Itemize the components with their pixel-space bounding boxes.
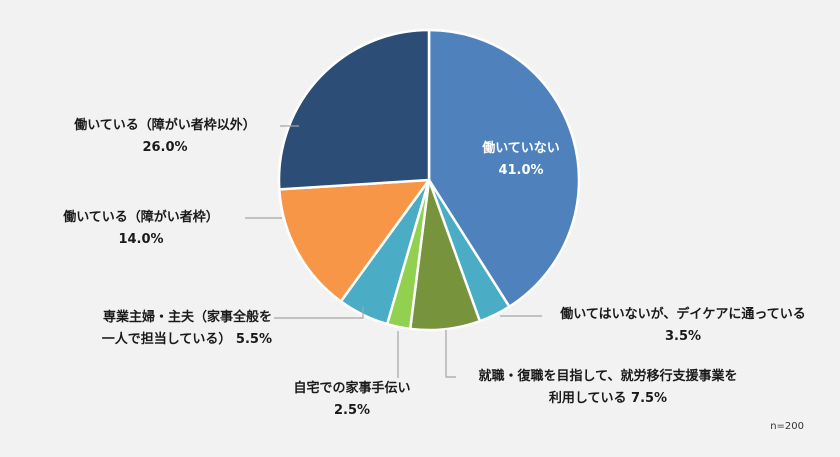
leader-line-s4 (274, 307, 364, 319)
data-label-value: 利用している 7.5% (548, 391, 668, 406)
data-label-value: 2.5% (333, 403, 371, 418)
data-label-value: 3.5% (664, 329, 702, 344)
sample-size-note: n=200 (770, 421, 804, 432)
data-label-text: 働いている（障がい者枠） (63, 210, 219, 225)
data-label-value: 14.0% (118, 232, 164, 247)
data-label-home-help: 自宅での家事手伝い 2.5% (272, 378, 432, 422)
data-label-working-general: 働いている（障がい者枠以外） 26.0% (52, 115, 278, 159)
data-label-homemaker: 専業主婦・主夫（家事全般を 一人で担当している） 5.5% (56, 307, 272, 351)
data-label-transition-support: 就職・復職を目指して、就労移行支援事業を 利用している 7.5% (448, 366, 768, 410)
pie-slice-5 (278, 178, 431, 303)
data-label-value: 26.0% (142, 140, 188, 155)
data-label-value: 41.0% (498, 163, 544, 178)
data-label-daycare: 働いてはいないが、デイケアに通っている 3.5% (538, 304, 828, 348)
data-label-text: 働いている（障がい者枠以外） (74, 118, 256, 133)
data-label-text: 自宅での家事手伝い (293, 381, 411, 396)
data-label-value: 一人で担当している） 5.5% (101, 332, 272, 347)
data-label-text: 専業主婦・主夫（家事全般を (102, 310, 272, 325)
data-label-text: 就職・復職を目指して、就労移行支援事業を (478, 369, 738, 384)
pie-slice-6 (277, 28, 431, 191)
data-label-text: 働いていない (482, 141, 560, 156)
data-label-working-disability-quota: 働いている（障がい者枠） 14.0% (40, 207, 242, 251)
leader-line-s2 (445, 330, 456, 378)
pie-slices (277, 28, 581, 332)
leader-lines (245, 125, 542, 378)
data-label-text: 働いてはいないが、デイケアに通っている (560, 307, 806, 322)
data-label-not-working: 働いていない 41.0% (462, 138, 580, 182)
